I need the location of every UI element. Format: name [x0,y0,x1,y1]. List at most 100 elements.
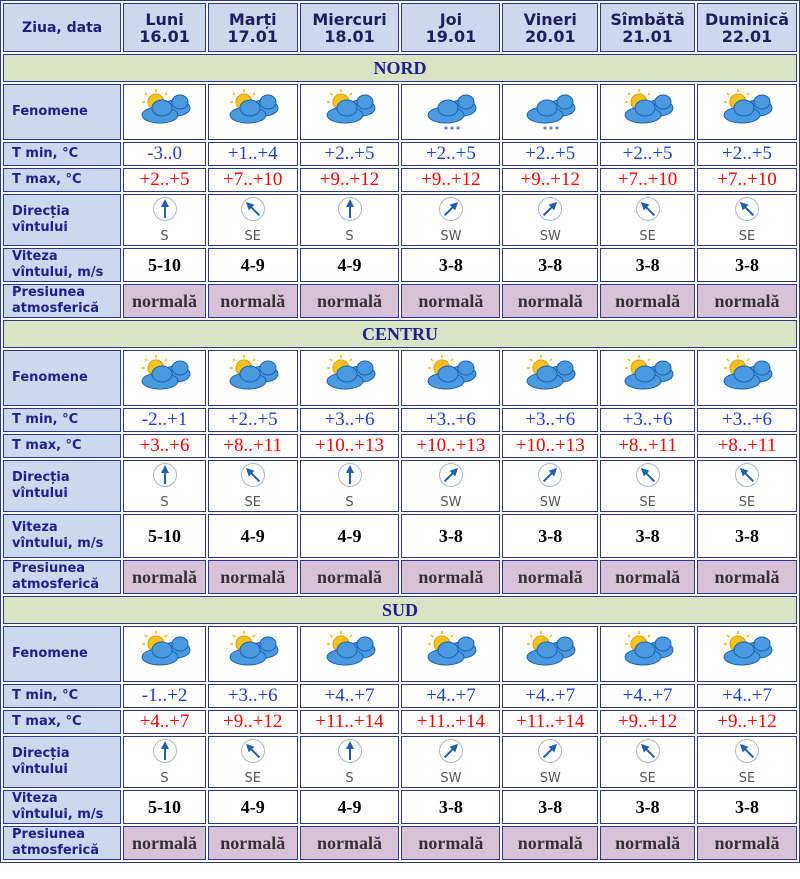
pres-value: normală [502,560,599,594]
compass-arrow-icon [438,463,464,492]
vit-row: Viteza vîntului, m/s 5-10 4-9 4-9 3-8 3-8 3-8 3… [3,790,797,824]
day-date: 21.01 [622,26,673,46]
wind-direction: SW [440,771,462,786]
tmin-value: +2..+5 [502,142,599,166]
weather-cell [697,84,797,140]
tmax-value: +7..+10 [207,168,298,192]
tmax-value: +4..+7 [123,710,206,734]
weather-cell [123,84,206,140]
wind-direction-cell: S [123,194,206,246]
day-name: Duminică [705,9,789,29]
vit-value: 5-10 [123,248,206,282]
pres-value: normală [123,826,206,860]
vit-value: 5-10 [123,514,206,558]
tmin-value: +2..+5 [600,142,695,166]
tmax-value: +8..+11 [600,434,695,458]
tmax-value: +10..+13 [299,434,400,458]
region-row: NORD [3,54,797,82]
wind-direction-cell: S [123,460,206,512]
pres-value: normală [401,284,501,318]
vit-value: 5-10 [123,790,206,824]
tmax-value: +9..+12 [299,168,400,192]
pres-value: normală [299,284,400,318]
tmin-value: +4..+7 [299,684,400,708]
partly-cloudy-icon [422,630,480,678]
compass-arrow-icon [537,463,563,492]
row-label-vit: Viteza vîntului, m/s [3,514,122,558]
fenomene-row: Fenomene [3,626,797,682]
tmax-value: +9..+12 [697,710,797,734]
row-label-tmin: T min, °C [3,684,122,708]
compass-arrow-icon [152,463,178,492]
wind-direction: SE [639,495,656,510]
partly-cloudy-icon [619,630,677,678]
vit-value: 3-8 [502,514,599,558]
pres-value: normală [207,560,298,594]
tmax-value: +3..+6 [123,434,206,458]
tmin-value: +1..+4 [207,142,298,166]
wind-direction-cell: SE [207,460,298,512]
day-date: 16.01 [139,26,190,46]
day-name: Sîmbătă [610,9,685,29]
tmin-value: +4..+7 [600,684,695,708]
partly-cloudy-icon [619,354,677,402]
wind-direction-cell: SE [697,194,797,246]
vit-row: Viteza vîntului, m/s 5-10 4-9 4-9 3-8 3-8 3-8 3… [3,514,797,558]
tmin-value: +3..+6 [299,408,400,432]
weather-cell [401,626,501,682]
tmin-value: +3..+6 [207,684,298,708]
tmax-row: T max, °C +3..+6 +8..+11 +10..+13 +10..+13 +1… [3,434,797,458]
day-date: 20.01 [524,26,576,46]
compass-arrow-icon [240,197,266,226]
weather-cell [697,350,797,406]
tmin-value: +2..+5 [401,142,501,166]
row-label-fenomene: Fenomene [3,626,122,682]
vit-value: 3-8 [697,790,797,824]
tmax-value: +7..+10 [697,168,797,192]
vit-value: 3-8 [697,514,797,558]
vit-value: 3-8 [600,248,695,282]
pres-value: normală [207,826,298,860]
row-label-dir: Direcția vîntului [3,460,122,512]
compass-arrow-icon [734,197,760,226]
wind-direction: SE [244,495,261,510]
day-date: 19.01 [425,26,477,46]
partly-cloudy-icon [619,88,677,136]
vit-value: 3-8 [600,514,695,558]
tmin-value: -3..0 [123,142,206,166]
vit-value: 3-8 [401,790,501,824]
wind-direction-cell: SE [207,194,298,246]
weather-cell [123,350,206,406]
wind-direction: S [345,771,354,786]
row-label-pres: Presiunea atmosferică [3,826,122,860]
wind-direction: S [345,229,354,244]
compass-arrow-icon [635,197,661,226]
wind-direction-cell: S [299,460,400,512]
pres-row: Presiunea atmosferică normală normală norma… [3,826,797,860]
vit-value: 3-8 [401,514,501,558]
weather-cell [207,84,298,140]
wind-direction-cell: SW [401,194,501,246]
tmax-value: +7..+10 [600,168,695,192]
weather-cell [502,84,599,140]
vit-value: 3-8 [502,248,599,282]
row-label-tmax: T max, °C [3,434,122,458]
wind-direction: SE [639,229,656,244]
pres-value: normală [502,826,599,860]
vit-value: 4-9 [299,248,400,282]
weather-cell [299,84,400,140]
pres-value: normală [123,284,206,318]
partly-cloudy-icon [224,354,282,402]
day-name: Vineri [523,9,577,29]
vit-row: Viteza vîntului, m/s 5-10 4-9 4-9 3-8 3-8 3-8 3… [3,248,797,282]
tmin-value: +2..+5 [299,142,400,166]
weather-cell [401,350,501,406]
compass-arrow-icon [537,197,563,226]
partly-cloudy-icon [718,354,776,402]
weather-cell [502,626,599,682]
pres-value: normală [697,284,797,318]
tmin-row: T min, °C -3..0 +1..+4 +2..+5 +2..+5 +2..+5 +2… [3,142,797,166]
weather-cell [600,350,695,406]
tmax-value: +9..+12 [207,710,298,734]
vit-value: 4-9 [299,790,400,824]
